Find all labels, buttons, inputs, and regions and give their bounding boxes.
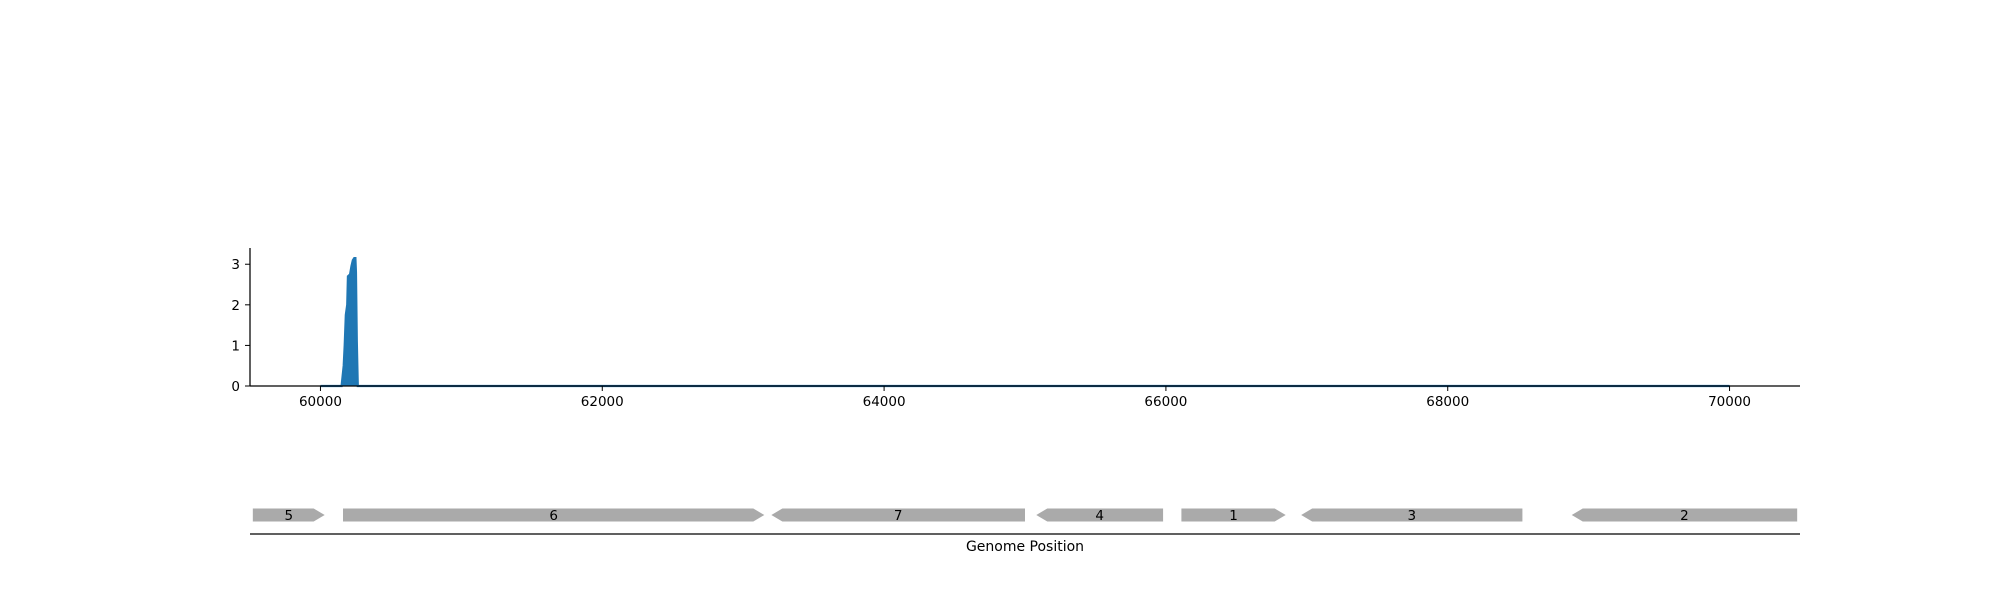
gene-label-7: 7 — [894, 508, 903, 524]
gene-label-4: 4 — [1095, 508, 1104, 524]
gene-track-x-label: Genome Position — [966, 539, 1084, 555]
coverage-series — [320, 257, 1730, 388]
coverage-plot: 60000 62000 64000 66000 68000 70000 0 1 2 3 — [231, 248, 1800, 410]
gene-arrow-2 — [1571, 508, 1798, 522]
gene-arrow-6 — [343, 508, 765, 522]
gene-arrow-1 — [1181, 508, 1286, 522]
y-tick-label: 2 — [231, 298, 240, 314]
x-tick-label: 70000 — [1708, 394, 1751, 410]
x-tick-label: 62000 — [581, 394, 624, 410]
gene-arrow-3 — [1301, 508, 1523, 522]
gene-label-1: 1 — [1229, 508, 1238, 524]
coverage-line-0 — [320, 257, 1730, 388]
gene-arrow-5 — [252, 508, 325, 522]
coverage-x-ticks: 60000 62000 64000 66000 68000 70000 — [299, 386, 1751, 410]
coverage-y-ticks: 0 1 2 3 — [231, 257, 250, 395]
gene-arrow-4 — [1036, 508, 1164, 522]
x-tick-label: 68000 — [1426, 394, 1469, 410]
y-tick-label: 1 — [231, 338, 240, 354]
y-tick-label: 0 — [231, 379, 240, 395]
x-tick-label: 60000 — [299, 394, 342, 410]
gene-label-3: 3 — [1408, 508, 1417, 524]
gene-arrows: 5 6 7 4 1 3 2 — [252, 508, 1798, 524]
gene-label-5: 5 — [284, 508, 293, 524]
gene-label-2: 2 — [1680, 508, 1689, 524]
x-tick-label: 64000 — [863, 394, 906, 410]
y-tick-label: 3 — [231, 257, 240, 273]
x-tick-label: 66000 — [1144, 394, 1187, 410]
gene-arrow-7 — [771, 508, 1025, 522]
gene-label-6: 6 — [549, 508, 558, 524]
gene-track: 5 6 7 4 1 3 2 Genome Position — [250, 508, 1800, 555]
